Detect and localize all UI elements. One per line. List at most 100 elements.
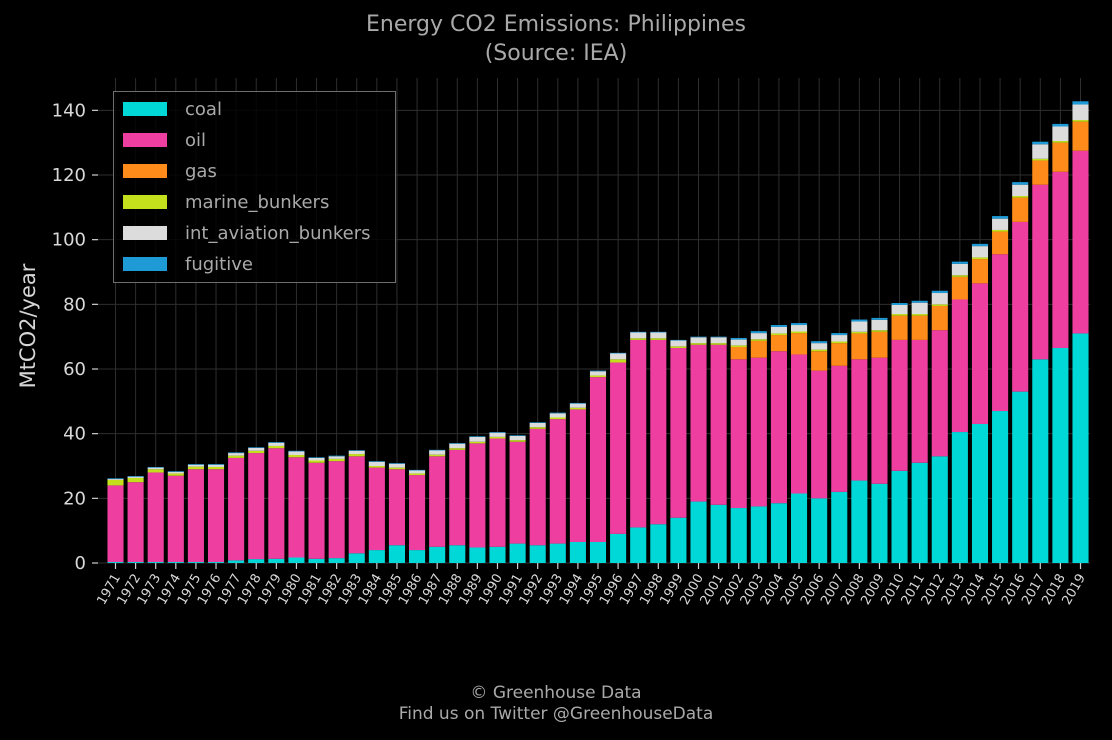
bar-marine-bunkers-1974: [167, 473, 184, 476]
bar-marine-bunkers-1994: [569, 407, 586, 410]
bar-fugitive-1980: [288, 450, 305, 452]
bar-marine-bunkers-2014: [971, 257, 989, 260]
y-tick-label: 80: [63, 294, 86, 315]
bar-fugitive-1974: [167, 471, 184, 472]
y-tick-label: 20: [63, 488, 86, 509]
bar-coal-1972: [127, 562, 144, 563]
bar-marine-bunkers-1992: [529, 427, 546, 429]
bar-int-aviation-bunkers-2009: [871, 319, 888, 331]
bar-fugitive-1977: [228, 452, 245, 454]
bar-marine-bunkers-2011: [911, 314, 928, 316]
bar-int-aviation-bunkers-1986: [409, 470, 426, 474]
bar-oil-1992: [529, 428, 546, 546]
bar-coal-1973: [147, 562, 164, 563]
bar-int-aviation-bunkers-1998: [650, 332, 667, 339]
bar-coal-2010: [891, 470, 908, 563]
bar-gas-2006: [811, 351, 828, 371]
bar-gas-2004: [770, 335, 787, 352]
chart-subtitle: (Source: IEA): [484, 41, 628, 66]
bar-marine-bunkers-1990: [489, 436, 506, 439]
bar-marine-bunkers-2018: [1052, 141, 1069, 143]
bar-coal-1992: [529, 545, 546, 563]
bar-oil-2012: [931, 330, 948, 457]
bar-oil-2016: [1012, 221, 1029, 392]
bar-gas-2015: [992, 231, 1009, 255]
bar-coal-2008: [851, 480, 868, 563]
bar-coal-1996: [610, 533, 627, 563]
legend-item-fugitive: fugitive: [123, 254, 253, 275]
y-tick-label: 40: [63, 424, 86, 445]
bar-int-aviation-bunkers-1982: [328, 456, 345, 459]
bar-fugitive-1992: [529, 422, 546, 423]
legend-swatch-gas: [123, 164, 167, 178]
bar-marine-bunkers-2004: [770, 333, 787, 336]
bar-gas-2002: [730, 347, 747, 360]
bar-marine-bunkers-1973: [147, 469, 164, 473]
legend-item-coal: coal: [123, 99, 222, 120]
bar-int-aviation-bunkers-1994: [569, 403, 586, 408]
bar-fugitive-1972: [127, 476, 144, 477]
bar-oil-2011: [911, 339, 928, 463]
bar-marine-bunkers-1980: [288, 455, 305, 458]
legend-label-marine-bunkers: marine_bunkers: [185, 191, 330, 213]
bar-coal-2002: [730, 508, 747, 563]
bar-fugitive-2014: [971, 243, 989, 247]
bar-oil-1995: [589, 377, 607, 542]
bar-int-aviation-bunkers-2016: [1012, 184, 1029, 197]
chart-title: Energy CO2 Emissions: Philippines: [366, 12, 746, 37]
bar-fugitive-2012: [931, 290, 948, 294]
bar-coal-1991: [509, 543, 526, 563]
bar-fugitive-1989: [469, 436, 486, 437]
bar-marine-bunkers-2005: [791, 331, 808, 334]
bar-int-aviation-bunkers-2012: [931, 293, 948, 305]
bar-fugitive-2018: [1052, 123, 1069, 127]
bar-fugitive-1995: [589, 370, 607, 372]
bar-fugitive-2000: [690, 336, 707, 338]
bar-coal-2018: [1052, 347, 1069, 563]
bar-oil-1982: [328, 461, 345, 559]
bar-int-aviation-bunkers-2013: [951, 263, 968, 276]
bar-marine-bunkers-1983: [348, 454, 365, 457]
bar-oil-1996: [610, 362, 627, 534]
bar-oil-1973: [147, 472, 164, 563]
bar-coal-2011: [911, 462, 928, 563]
bar-gas-2007: [831, 343, 848, 366]
legend-item-oil: oil: [123, 130, 206, 151]
bar-int-aviation-bunkers-2017: [1032, 144, 1049, 159]
bar-int-aviation-bunkers-2003: [750, 333, 767, 340]
bar-fugitive-1982: [328, 455, 345, 457]
bar-oil-1999: [670, 347, 687, 518]
bar-fugitive-1997: [630, 331, 647, 333]
bar-int-aviation-bunkers-1978: [248, 447, 265, 451]
y-tick-label: 100: [52, 230, 86, 251]
bar-gas-2012: [931, 305, 948, 331]
bar-oil-1975: [187, 469, 204, 563]
bar-coal-1989: [469, 547, 486, 563]
bar-fugitive-1999: [670, 339, 687, 341]
bar-oil-1998: [650, 339, 667, 525]
bar-oil-2017: [1032, 184, 1049, 360]
legend-swatch-fugitive: [123, 257, 167, 271]
bar-marine-bunkers-2008: [851, 331, 868, 334]
bar-fugitive-1985: [388, 463, 405, 464]
bar-marine-bunkers-1984: [368, 466, 385, 468]
y-tick-label: 0: [75, 553, 86, 574]
bar-coal-2003: [750, 506, 767, 563]
bar-oil-1977: [228, 457, 245, 561]
bar-int-aviation-bunkers-2011: [911, 302, 928, 315]
bar-marine-bunkers-1995: [589, 375, 607, 378]
bar-oil-1988: [449, 449, 466, 546]
bar-oil-2005: [791, 354, 808, 494]
bar-oil-2013: [951, 299, 968, 433]
bar-coal-1999: [670, 517, 687, 563]
legend-item-int-aviation-bunkers: int_aviation_bunkers: [123, 223, 371, 244]
bar-coal-1995: [589, 541, 607, 563]
bar-fugitive-2007: [831, 333, 848, 336]
bar-coal-1987: [429, 546, 446, 563]
bar-marine-bunkers-2015: [992, 229, 1009, 232]
bar-fugitive-1987: [429, 449, 446, 451]
bar-coal-2006: [811, 498, 828, 563]
bar-oil-2015: [992, 254, 1009, 412]
bar-oil-1981: [308, 462, 325, 559]
bar-coal-1986: [409, 550, 426, 563]
